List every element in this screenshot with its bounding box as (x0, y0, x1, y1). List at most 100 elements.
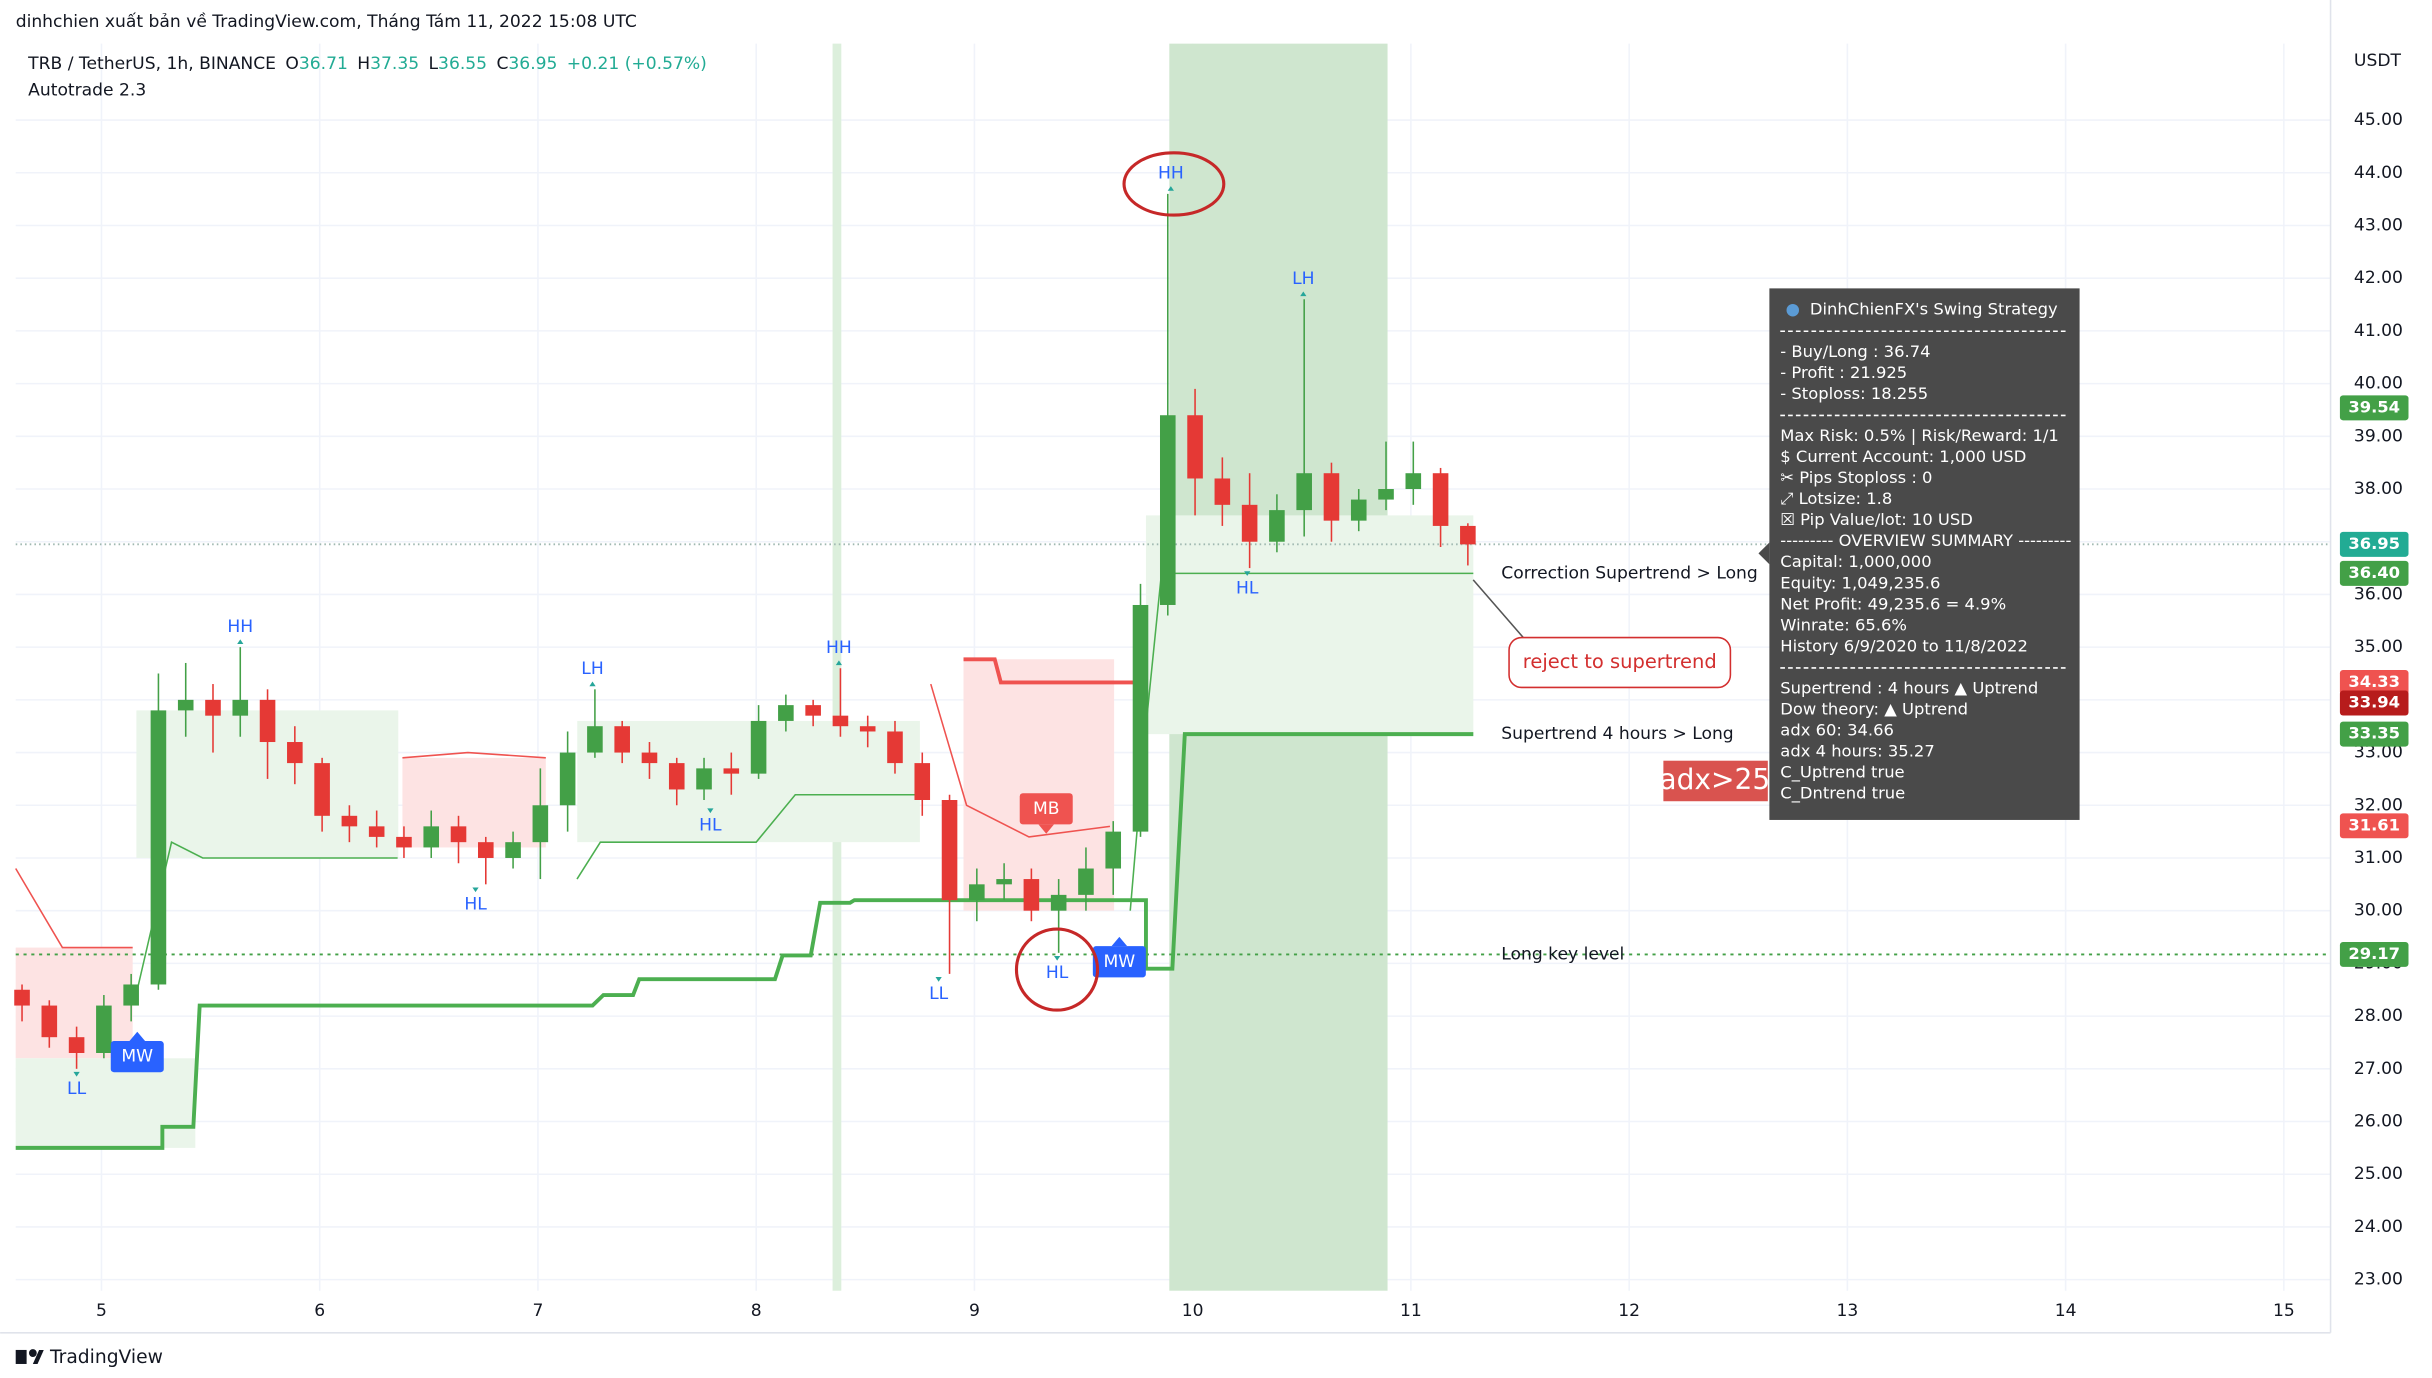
price-label: 39.54 (2348, 397, 2400, 416)
adx-tag (1663, 760, 1768, 802)
candle-body (396, 836, 412, 848)
brand: TradingView (49, 1347, 163, 1368)
price-label-box (2339, 560, 2409, 586)
price-label: 36.95 (2348, 534, 2400, 553)
adx-text: adx>25 (1659, 763, 1770, 796)
info-line: --------- OVERVIEW SUMMARY --------- (1780, 531, 2071, 550)
indicator-line (963, 657, 1136, 685)
info-line: adx 60: 34.66 (1780, 721, 1894, 740)
info-line: Capital: 1,000,000 (1780, 552, 1931, 571)
info-line: adx 4 hours: 35.27 (1780, 742, 1934, 761)
ohlc-label: C (496, 54, 508, 74)
candle-body (287, 742, 303, 764)
badge-pointer (129, 1031, 146, 1042)
y-tick-label: 33.00 (2354, 743, 2403, 763)
publisher: dinhchien xuất bản về TradingView.com, T… (16, 11, 637, 32)
candle-body (941, 799, 958, 901)
badge-pointer (1038, 824, 1055, 834)
info-line: - Buy/Long : 36.74 (1780, 342, 1930, 361)
candle-body (505, 842, 521, 858)
candle-body (341, 815, 358, 827)
y-tick-label: 45.00 (2354, 110, 2403, 130)
info-line: Equity: 1,049,235.6 (1780, 573, 1940, 592)
info-line: Dow theory: ▲ Uptrend (1780, 700, 1968, 719)
x-tick-label: 11 (1400, 1301, 1422, 1321)
candle-body (859, 726, 876, 732)
x-tick-label: 8 (751, 1301, 762, 1321)
candle-body (778, 705, 794, 721)
candle-body (1105, 831, 1122, 869)
pivot-label: HH (1158, 164, 1184, 184)
y-tick-label: 24.00 (2354, 1217, 2403, 1237)
candle-body (477, 842, 494, 858)
price-label-box (2339, 395, 2409, 421)
info-line: Supertrend : 4 hours ▲ Uptrend (1780, 678, 2038, 697)
candle-body (696, 768, 712, 790)
info-line: ☒ Pip Value/lot: 10 USD (1780, 510, 1973, 529)
pivot-marker (1054, 955, 1061, 961)
x-tick-label: 7 (532, 1301, 543, 1321)
info-line: ✂ Pips Stoploss : 0 (1780, 468, 1932, 487)
badge (1019, 793, 1073, 825)
y-tick-label: 38.00 (2354, 479, 2403, 499)
candle-body (450, 826, 467, 843)
trend-zone (1145, 515, 1474, 735)
pivot-marker (589, 681, 596, 687)
candle-body (41, 1005, 58, 1038)
info-line: History 6/9/2020 to 11/8/2022 (1780, 636, 2028, 655)
badge-pointer (1111, 936, 1128, 947)
y-tick-label: 44.00 (2354, 163, 2403, 183)
candle-body (1050, 894, 1067, 911)
pivot-marker (935, 977, 942, 982)
pivot-marker (835, 660, 843, 666)
pivot-label: HL (464, 895, 487, 915)
candle-body (423, 826, 440, 848)
note: Correction Supertrend > Long (1501, 563, 1758, 583)
pivot-label: HH (826, 638, 852, 658)
candle-body (996, 879, 1012, 885)
price-label-box (2339, 941, 2409, 967)
currency: USDT (2354, 51, 2402, 71)
axes: 23.0024.0025.0026.0027.0028.0029.0030.00… (96, 110, 2403, 1321)
ohlc: O36.71 H37.35 L36.55 C36.95 (285, 54, 557, 74)
y-tick-label: 26.00 (2354, 1112, 2403, 1132)
candle-body (805, 705, 821, 716)
info-box: DinhChienFX's Swing Strategy - Buy/Long :… (1758, 288, 2080, 820)
badge-label: MW (121, 1047, 153, 1067)
x-tick-label: 6 (314, 1301, 325, 1321)
badge (110, 1041, 164, 1073)
indicator: Autotrade 2.3 (28, 80, 146, 100)
change: +0.21 (+0.57%) (567, 54, 707, 74)
y-tick-label: 35.00 (2354, 637, 2403, 657)
pivot-label: LL (929, 984, 949, 1004)
candle-body (1323, 473, 1340, 521)
candle-body (205, 699, 221, 716)
info-line: ⤢ Lotsize: 1.8 (1780, 489, 1892, 508)
candle-body (668, 763, 685, 790)
candle-body (1269, 510, 1285, 542)
candle-body (723, 768, 740, 774)
y-tick-label: 42.00 (2354, 268, 2403, 288)
candle-body (641, 752, 658, 764)
price-label-box (2339, 721, 2409, 747)
price-label: 31.61 (2348, 815, 2400, 834)
candle-body (1296, 473, 1312, 511)
y-tick-label: 30.00 (2354, 901, 2403, 921)
candle-body (614, 726, 630, 753)
pivot-label: LH (581, 659, 603, 679)
candle-body (368, 826, 385, 837)
x-tick-label: 5 (96, 1301, 107, 1321)
info-line: DinhChienFX's Swing Strategy (1810, 300, 2058, 319)
candle-body (969, 884, 985, 901)
highlight-band (832, 43, 842, 1291)
pivot-marker (1167, 186, 1174, 191)
candle-body (1378, 489, 1394, 500)
candle-body (559, 752, 576, 806)
candle-body (1460, 525, 1476, 545)
candle-body (1132, 604, 1149, 832)
pivot-label: HL (1046, 963, 1069, 983)
candle-body (177, 699, 194, 711)
callout (1508, 636, 1732, 689)
